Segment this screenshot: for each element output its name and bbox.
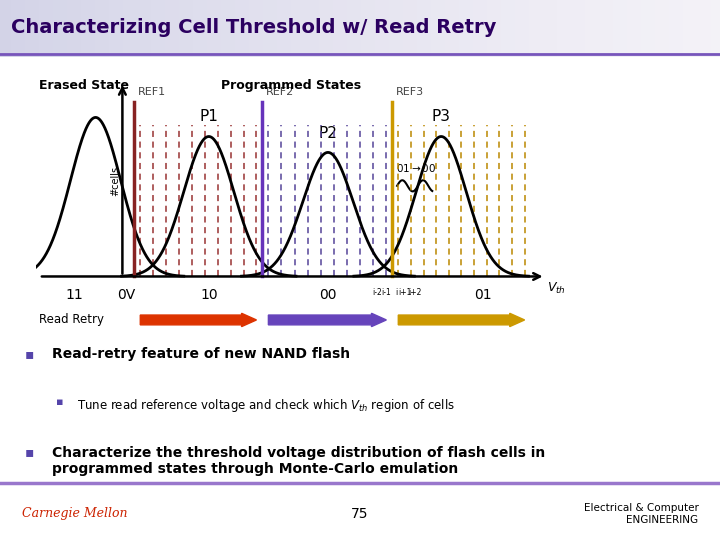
Text: Characterizing Cell Threshold w/ Read Retry: Characterizing Cell Threshold w/ Read Re…	[11, 18, 496, 37]
Text: 01: 01	[474, 288, 492, 302]
Text: ▪: ▪	[24, 347, 34, 361]
Text: 0V: 0V	[117, 288, 135, 302]
Text: 10: 10	[200, 288, 217, 302]
Text: i+1: i+1	[399, 288, 412, 296]
Text: P1: P1	[199, 109, 218, 124]
Text: REF3: REF3	[396, 87, 424, 97]
Text: P3: P3	[432, 109, 451, 124]
Text: Erased State: Erased State	[39, 79, 129, 92]
Text: i+2: i+2	[408, 288, 422, 296]
Text: i-2: i-2	[372, 288, 382, 296]
Text: REF2: REF2	[266, 87, 294, 97]
Text: Read Retry: Read Retry	[39, 313, 104, 327]
Text: #cells: #cells	[110, 166, 120, 196]
FancyArrow shape	[140, 313, 256, 327]
Text: Read-retry feature of new NAND flash: Read-retry feature of new NAND flash	[53, 347, 351, 361]
Text: Electrical & Computer
ENGINEERING: Electrical & Computer ENGINEERING	[583, 503, 698, 525]
Text: ▪: ▪	[24, 446, 34, 460]
Text: 01$\rightarrow$00: 01$\rightarrow$00	[396, 163, 436, 174]
Text: Carnegie Mellon: Carnegie Mellon	[22, 508, 127, 521]
Text: i-1: i-1	[382, 288, 391, 296]
FancyArrow shape	[269, 313, 387, 327]
Text: P2: P2	[318, 126, 338, 141]
Text: 75: 75	[351, 507, 369, 521]
Text: 00: 00	[319, 288, 337, 302]
Text: 11: 11	[66, 288, 84, 302]
Text: $V_{th}$: $V_{th}$	[546, 280, 566, 295]
Text: i: i	[395, 288, 397, 296]
Text: Programmed States: Programmed States	[221, 79, 361, 92]
Text: REF1: REF1	[138, 87, 166, 97]
Text: Characterize the threshold voltage distribution of flash cells in
programmed sta: Characterize the threshold voltage distr…	[53, 446, 546, 476]
Text: ▪: ▪	[56, 397, 63, 407]
FancyArrow shape	[398, 313, 525, 327]
Text: Tune read reference voltage and check which $V_{th}$ region of cells: Tune read reference voltage and check wh…	[76, 397, 454, 414]
